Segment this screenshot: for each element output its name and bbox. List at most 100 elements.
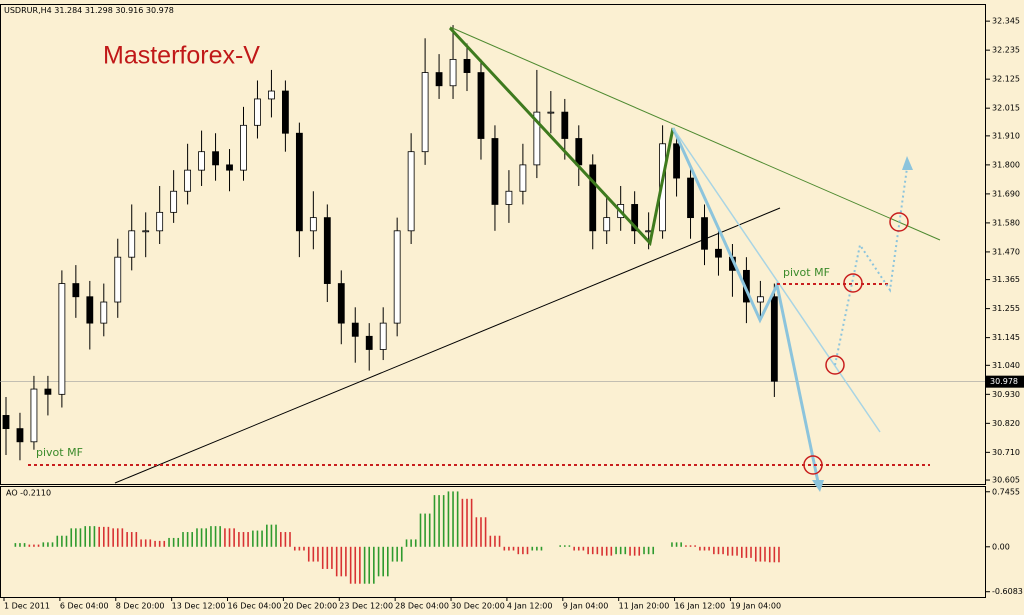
ao-pane xyxy=(0,486,986,598)
trendline xyxy=(449,26,941,241)
candle-body xyxy=(645,230,653,233)
candle-body xyxy=(142,230,150,233)
candle-body xyxy=(603,217,611,232)
candle-body xyxy=(156,211,164,232)
candle-body xyxy=(86,296,94,324)
candle-body xyxy=(254,98,261,126)
ohlc: 30.916 xyxy=(115,6,143,15)
chart-title: Masterforex-V xyxy=(103,42,260,70)
target-circle xyxy=(803,455,823,475)
candle-body xyxy=(44,388,52,395)
trendline xyxy=(114,207,781,484)
candle-body xyxy=(212,151,219,166)
candle-body xyxy=(687,177,694,219)
x-tick-label: 1 Dec 2011 xyxy=(4,602,50,611)
y-tick-label: 31.580 xyxy=(992,218,1020,227)
y-tick-label: 31.910 xyxy=(992,131,1020,140)
candle-body xyxy=(198,151,205,171)
candle-body xyxy=(2,415,10,430)
candle-body xyxy=(477,72,485,139)
header: USDRUR,H4 31.284 31.298 30.916 30.978 xyxy=(4,6,174,15)
y-tick-label: 31.470 xyxy=(992,247,1020,256)
candle-body xyxy=(770,296,778,382)
x-tick-label: 13 Dec 12:00 xyxy=(172,602,226,611)
candle-body xyxy=(533,111,541,166)
candle-body xyxy=(589,164,597,232)
candle-body xyxy=(421,72,429,153)
candle-body xyxy=(673,143,680,179)
candle-body xyxy=(701,217,708,250)
candle-body xyxy=(58,283,66,395)
candle-body xyxy=(30,388,38,443)
ohlc: 31.284 xyxy=(54,6,82,15)
y-tick-label: 32.125 xyxy=(992,75,1020,84)
y-tick-label: 0.7455 xyxy=(992,487,1020,496)
candle-body xyxy=(128,230,136,258)
candle-body xyxy=(407,151,415,232)
price-label: 30.978 xyxy=(990,377,1018,386)
y-tick-label: 31.365 xyxy=(992,275,1020,284)
ohlc: 31.298 xyxy=(85,6,113,15)
y-tick-label: 30.820 xyxy=(992,419,1020,428)
symbol: USDRUR,H4 xyxy=(4,6,52,15)
x-tick-label: 9 Jan 04:00 xyxy=(563,602,609,611)
candle-body xyxy=(268,90,275,100)
candle-body xyxy=(226,164,233,171)
x-tick-label: 16 Dec 04:00 xyxy=(228,602,282,611)
x-tick-label: 6 Dec 04:00 xyxy=(60,602,109,611)
y-tick-label: 0.00 xyxy=(992,542,1010,551)
candle-body xyxy=(449,58,457,87)
y-tick-label: 31.690 xyxy=(992,189,1020,198)
target-circle xyxy=(843,273,863,293)
candle-body xyxy=(393,230,401,324)
target-circle xyxy=(889,212,909,232)
candle-body xyxy=(351,322,359,337)
candle-body xyxy=(295,132,303,232)
candle-body xyxy=(114,256,122,303)
candle-body xyxy=(16,428,24,443)
price-label-box xyxy=(986,375,1024,388)
x-tick-label: 23 Dec 12:00 xyxy=(339,602,393,611)
x-tick-label: 30 Dec 20:00 xyxy=(451,602,505,611)
candle-body xyxy=(505,190,513,205)
y-tick-label: 31.145 xyxy=(992,333,1020,342)
y-tick-label: 30.605 xyxy=(992,476,1020,485)
forecast xyxy=(671,127,820,483)
candle-body xyxy=(72,283,80,298)
candle-body xyxy=(715,248,722,258)
candle-body xyxy=(184,169,192,192)
x-tick-label: 16 Jan 12:00 xyxy=(675,602,726,611)
candle-body xyxy=(435,72,443,87)
candle-body xyxy=(547,111,555,114)
candle-body xyxy=(281,90,289,134)
candle-body xyxy=(240,124,247,171)
price-pane xyxy=(0,4,986,485)
y-tick-label: 31.800 xyxy=(992,160,1020,169)
candle-body xyxy=(491,138,499,205)
candle-body xyxy=(323,217,331,284)
candle-body xyxy=(100,301,108,324)
candle-body xyxy=(463,58,471,73)
target-circle xyxy=(825,355,845,375)
x-tick-label: 11 Jan 20:00 xyxy=(619,602,670,611)
zigzag xyxy=(448,26,675,247)
candle-body xyxy=(631,204,639,232)
trendline xyxy=(672,127,881,433)
x-tick-label: 19 Jan 04:00 xyxy=(730,602,781,611)
arrow xyxy=(902,156,913,170)
drawings xyxy=(28,26,941,492)
candle-body xyxy=(365,335,373,350)
y-tick-label: 32.015 xyxy=(992,104,1020,113)
y-tick-label: 32.235 xyxy=(992,46,1020,55)
annotation: pivot MF xyxy=(783,266,830,279)
x-tick-label: 4 Jan 12:00 xyxy=(507,602,553,611)
x-tick-label: 20 Dec 20:00 xyxy=(283,602,337,611)
y-tick-label: -0.6083 xyxy=(992,587,1023,596)
indicator-title: AO -0.2110 xyxy=(6,489,51,498)
y-tick-label: 31.040 xyxy=(992,361,1020,370)
candle-body xyxy=(379,322,387,350)
candle-body xyxy=(561,111,569,139)
y-tick-label: 30.710 xyxy=(992,448,1020,457)
